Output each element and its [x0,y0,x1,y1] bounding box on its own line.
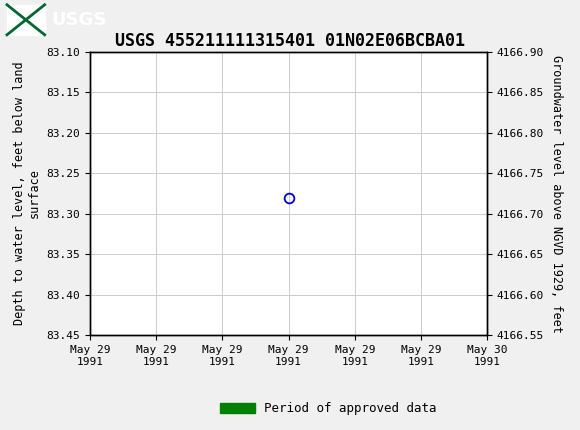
FancyBboxPatch shape [7,5,45,35]
Y-axis label: Depth to water level, feet below land
surface: Depth to water level, feet below land su… [13,61,41,326]
Text: Period of approved data: Period of approved data [264,402,436,415]
Text: USGS: USGS [52,11,107,29]
Y-axis label: Groundwater level above NGVD 1929, feet: Groundwater level above NGVD 1929, feet [550,55,563,332]
Text: USGS 455211111315401 01N02E06BCBA01: USGS 455211111315401 01N02E06BCBA01 [115,32,465,50]
